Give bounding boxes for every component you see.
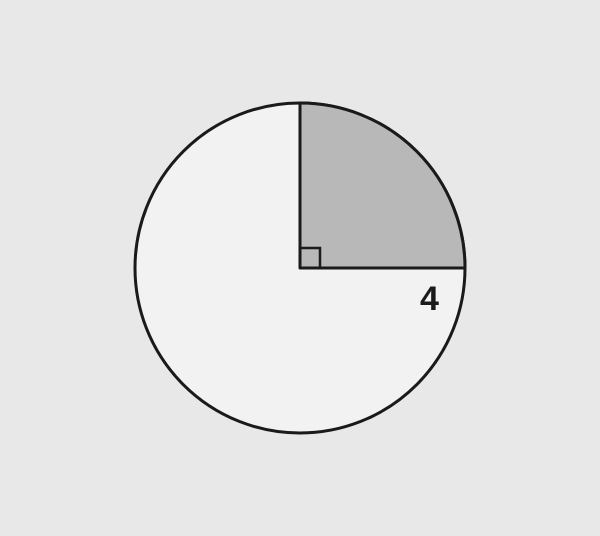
diagram-svg	[100, 68, 500, 468]
shaded-sector	[300, 103, 465, 268]
radius-label: 4	[420, 280, 439, 319]
circle-sector-diagram: 4	[100, 68, 500, 468]
